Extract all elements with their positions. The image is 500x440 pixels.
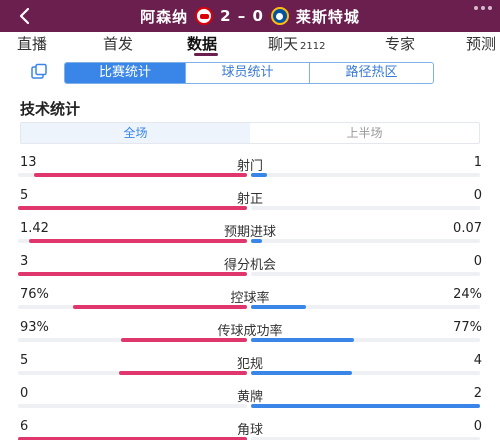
more-icon[interactable]	[474, 6, 492, 10]
tab-experts[interactable]: 专家	[385, 35, 416, 53]
tab-chat-label: 聊天	[268, 35, 299, 53]
screenshot-icon[interactable]	[30, 63, 48, 81]
stat-name: 射正	[236, 192, 263, 207]
stat-row: 6 角球 0	[0, 415, 500, 440]
away-stat-value: 0	[473, 188, 482, 203]
stat-name: 黄牌	[236, 390, 263, 405]
away-stat-bar	[251, 239, 263, 243]
away-stat-track	[251, 272, 480, 276]
home-stat-value: 0	[20, 386, 29, 401]
away-team-name: 莱斯特城	[295, 7, 360, 26]
chat-count-badge: 2112	[300, 41, 326, 52]
home-stat-bar	[18, 437, 247, 440]
chevron-left-icon	[19, 7, 30, 25]
stat-row: 93% 传球成功率 77%	[0, 316, 500, 349]
home-stat-bar	[121, 338, 247, 342]
away-stat-bar	[251, 404, 480, 408]
away-stat-bar	[251, 338, 355, 342]
stats-list: 13 射门 1 5 射正 0 1.42 预期进球 0.07 3 得分机会 0 76% 控球率 24% 93% 传…	[0, 151, 500, 440]
home-stat-bar	[29, 239, 247, 243]
home-stat-track	[18, 338, 247, 342]
home-team-name: 阿森纳	[140, 7, 189, 26]
match-tabs: 直播 首发 数据 聊天 2112 专家 预测	[0, 32, 500, 54]
home-stat-track	[18, 272, 247, 276]
away-stat-value: 0	[473, 419, 482, 434]
subtab-match-stats[interactable]: 比赛统计	[65, 63, 186, 83]
home-stat-value: 93%	[20, 320, 49, 335]
stat-name: 传球成功率	[217, 324, 283, 339]
stat-row: 0 黄牌 2	[0, 382, 500, 415]
period-switch: 全场 上半场	[20, 122, 480, 144]
home-stat-value: 6	[20, 419, 29, 434]
active-tab-indicator	[194, 53, 218, 56]
stat-name: 犯规	[236, 357, 263, 372]
away-stat-track	[251, 206, 480, 210]
home-stat-value: 5	[20, 188, 29, 203]
away-stat-bar	[251, 305, 306, 309]
stat-name: 预期进球	[223, 225, 276, 240]
tab-lineup[interactable]: 首发	[103, 35, 134, 53]
home-stat-track	[18, 404, 247, 408]
home-team-logo-icon	[195, 7, 214, 25]
away-stat-value: 0.07	[453, 221, 482, 236]
away-stat-track	[251, 305, 480, 309]
home-stat-value: 5	[20, 353, 29, 368]
period-first-half[interactable]: 上半场	[346, 126, 383, 140]
stat-row: 3 得分机会 0	[0, 250, 500, 283]
away-stat-bar	[251, 371, 352, 375]
home-stat-track	[18, 371, 247, 375]
home-stat-value: 1.42	[20, 221, 49, 236]
away-stat-value: 1	[473, 155, 482, 170]
away-stat-track	[251, 338, 480, 342]
stats-view-switch: 比赛统计 球员统计 路径热区	[64, 62, 434, 84]
away-stat-track	[251, 404, 480, 408]
tab-stats[interactable]: 数据	[187, 35, 218, 53]
subtab-heatmap[interactable]: 路径热区	[345, 65, 398, 80]
home-stat-value: 3	[20, 254, 29, 269]
home-stat-bar	[118, 371, 247, 375]
away-stat-value: 77%	[453, 320, 482, 335]
home-stat-bar	[18, 206, 247, 210]
away-stat-value: 2	[473, 386, 482, 401]
stat-name: 得分机会	[223, 258, 276, 273]
tab-predictions[interactable]: 预测	[466, 35, 497, 53]
away-stat-value: 4	[473, 353, 482, 368]
stat-name: 控球率	[230, 291, 270, 306]
away-stat-value: 0	[473, 254, 482, 269]
home-stat-track	[18, 437, 247, 440]
home-stat-track	[18, 173, 247, 177]
back-button[interactable]	[12, 2, 36, 30]
away-stat-track	[251, 239, 480, 243]
subtab-player-stats[interactable]: 球员统计	[186, 63, 310, 83]
tab-chat[interactable]: 聊天 2112	[268, 33, 325, 54]
period-full-match[interactable]: 全场	[21, 123, 250, 143]
match-score: 2 – 0	[220, 7, 264, 25]
away-stat-bar	[251, 173, 268, 177]
stat-name: 射门	[236, 159, 263, 174]
home-stat-bar	[34, 173, 247, 177]
stat-row: 5 射正 0	[0, 184, 500, 217]
tab-live[interactable]: 直播	[17, 35, 48, 53]
match-header: 阿森纳 2 – 0 莱斯特城	[0, 0, 500, 32]
stat-name: 角球	[236, 423, 263, 438]
stat-row: 1.42 预期进球 0.07	[0, 217, 500, 250]
home-stat-bar	[72, 305, 247, 309]
home-stat-track	[18, 239, 247, 243]
stat-row: 13 射门 1	[0, 151, 500, 184]
home-stat-track	[18, 206, 247, 210]
home-stat-value: 13	[20, 155, 37, 170]
stat-row: 76% 控球率 24%	[0, 283, 500, 316]
away-stat-track	[251, 437, 480, 440]
stat-row: 5 犯规 4	[0, 349, 500, 382]
home-stat-track	[18, 305, 247, 309]
stats-subnav: 比赛统计 球员统计 路径热区	[0, 60, 500, 84]
away-stat-value: 24%	[453, 287, 482, 302]
section-title: 技术统计	[20, 100, 81, 118]
away-team-logo-icon	[270, 7, 289, 25]
away-stat-track	[251, 173, 480, 177]
home-stat-value: 76%	[20, 287, 49, 302]
scoreline: 阿森纳 2 – 0 莱斯特城	[140, 6, 360, 27]
away-stat-track	[251, 371, 480, 375]
home-stat-bar	[18, 272, 247, 276]
